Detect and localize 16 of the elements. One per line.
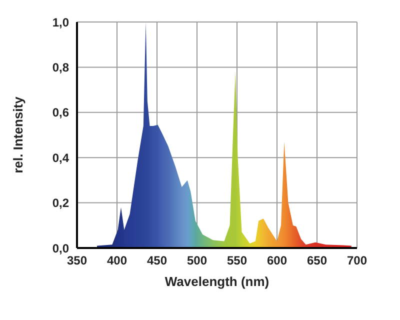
y-tick-label: 0,2: [52, 196, 70, 210]
y-tick-label: 1,0: [52, 15, 70, 30]
y-tick-label: 0,0: [52, 241, 70, 256]
x-tick-label: 400: [106, 254, 128, 268]
x-tick-label: 650: [306, 254, 328, 268]
x-tick-label: 450: [146, 254, 168, 268]
y-tick-label: 0,6: [52, 106, 70, 120]
x-tick-label: 350: [66, 254, 88, 268]
y-axis-title: rel. Intensity: [10, 96, 26, 174]
y-tick-label: 0,4: [52, 150, 70, 165]
x-tick-label: 600: [266, 254, 288, 268]
x-tick-label: 700: [346, 254, 368, 268]
x-tick-label: 500: [186, 254, 208, 268]
x-tick-label: 550: [226, 254, 248, 268]
x-axis-title: Wavelength (nm): [164, 274, 270, 289]
y-tick-label: 0,8: [52, 60, 70, 74]
